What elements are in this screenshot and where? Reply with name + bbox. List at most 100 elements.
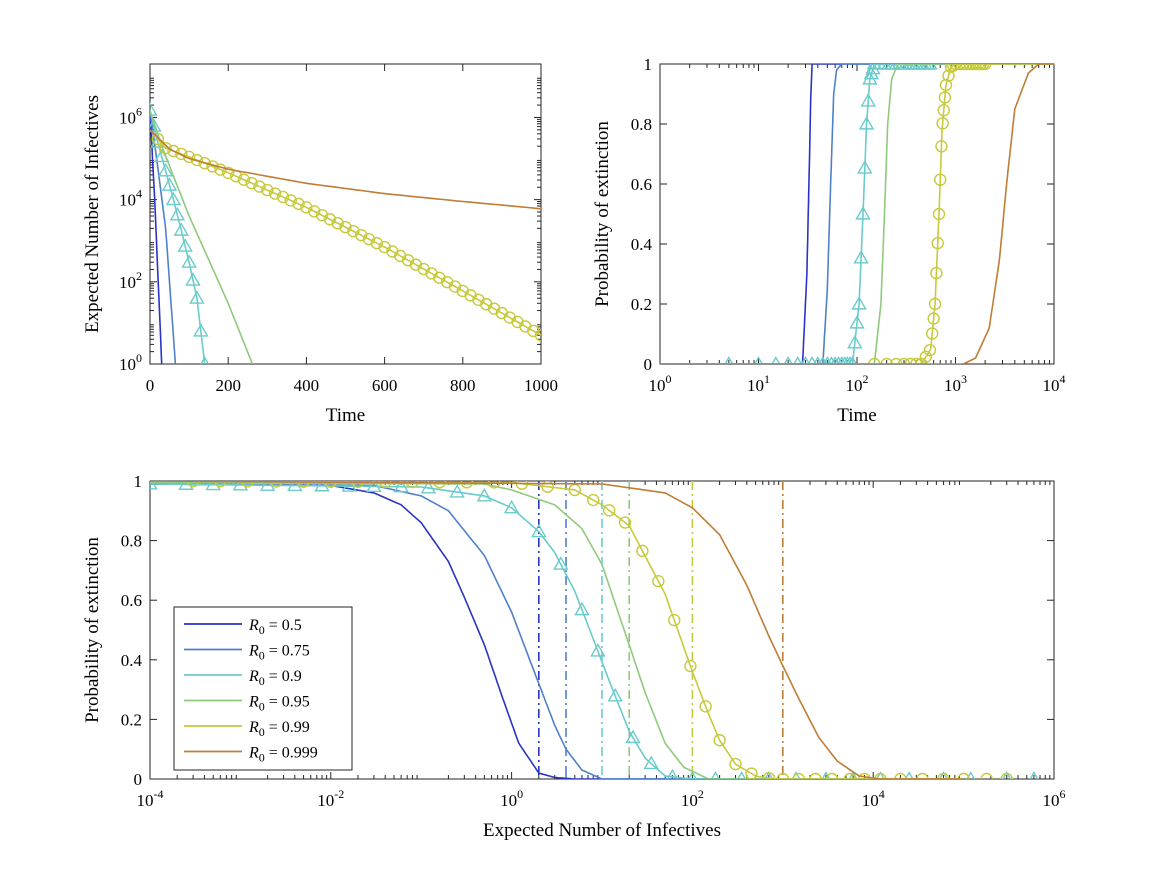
y-tick-label: 104 xyxy=(119,187,142,210)
marker-circle xyxy=(936,117,949,130)
marker-circle xyxy=(684,659,697,673)
marker-circle xyxy=(949,64,962,71)
panel-extinction-vs-infectives: 10-4 10-2 100 102 104 106 0 0.2 0.4 0.6 0.8 1 Expect… xyxy=(82,472,1066,841)
marker-triangle xyxy=(849,315,865,329)
marker-triangle xyxy=(848,771,858,779)
marker-triangle xyxy=(643,755,659,770)
marker-circle xyxy=(167,144,180,158)
marker-triangle xyxy=(855,206,871,220)
marker-triangle xyxy=(847,356,858,364)
legend-label: R0 = 0.75 xyxy=(248,643,310,663)
marker-circle xyxy=(910,357,923,364)
marker-circle xyxy=(957,64,970,71)
marker-circle xyxy=(897,357,911,364)
marker-circle xyxy=(354,228,368,242)
marker-circle xyxy=(858,772,871,779)
marker-triangle xyxy=(287,481,303,492)
marker-triangle xyxy=(193,323,209,337)
marker-triangle xyxy=(783,356,793,364)
legend: R0 = 0.5 R0 = 0.75 R0 = 0.9 R0 = 0.95 R0 = 0… xyxy=(173,606,353,771)
marker-triangle xyxy=(177,238,193,252)
marker-triangle xyxy=(178,481,194,490)
marker-triangle xyxy=(845,356,855,364)
marker-circle xyxy=(221,166,235,179)
marker-triangle xyxy=(737,771,747,779)
marker-triangle xyxy=(341,481,357,492)
marker-circle xyxy=(963,64,977,71)
marker-circle xyxy=(276,190,290,204)
marker-circle xyxy=(825,772,839,779)
marker-triangle xyxy=(771,356,781,364)
marker-circle xyxy=(182,150,196,164)
marker-triangle xyxy=(169,207,186,221)
y-tick-label: 1 xyxy=(644,55,653,74)
marker-circle xyxy=(729,757,742,771)
marker-circle xyxy=(245,176,258,190)
marker-circle xyxy=(159,141,172,155)
legend-label: R0 = 0.95 xyxy=(248,694,310,714)
marker-circle xyxy=(923,344,937,357)
x-tick-label: 400 xyxy=(294,376,320,395)
series-line-R0-0-999 xyxy=(660,64,1054,364)
x-tick-label: 102 xyxy=(681,787,704,810)
marker-triangle xyxy=(259,481,276,491)
series-line-R0-0-5 xyxy=(150,483,964,779)
marker-circle xyxy=(762,771,775,779)
marker-triangle xyxy=(865,64,881,75)
legend-box xyxy=(173,606,353,771)
marker-circle xyxy=(541,481,554,493)
y-axis-label: Probability of extinction xyxy=(592,121,613,307)
marker-triangle xyxy=(476,487,493,502)
x-tick-label: 100 xyxy=(649,372,672,395)
marker-circle xyxy=(618,516,632,529)
marker-triangle xyxy=(205,481,221,491)
x-tick-label: 800 xyxy=(450,376,476,395)
marker-triangle xyxy=(793,356,803,364)
marker-triangle xyxy=(904,771,914,779)
marker-triangle xyxy=(1002,771,1012,779)
marker-circle xyxy=(904,357,917,364)
marker-triangle xyxy=(851,296,867,310)
x-tick-label: 1000 xyxy=(524,376,558,395)
marker-circle xyxy=(939,78,953,92)
series-line-R0-0-95 xyxy=(150,481,964,779)
legend-label: R0 = 0.9 xyxy=(248,668,302,688)
marker-circle xyxy=(868,357,881,364)
marker-circle xyxy=(880,357,893,364)
marker-circle xyxy=(931,236,944,250)
marker-circle xyxy=(253,180,266,193)
marker-triangle xyxy=(181,254,197,268)
marker-triangle xyxy=(842,356,852,364)
marker-circle xyxy=(776,772,789,779)
marker-triangle xyxy=(687,771,697,779)
marker-circle xyxy=(699,700,712,713)
marker-circle xyxy=(932,207,946,221)
marker-triangle xyxy=(157,163,174,177)
legend-item: R0 = 0.99 xyxy=(184,719,310,739)
marker-circle xyxy=(919,350,933,363)
series-line-R0-0-75 xyxy=(150,110,177,364)
series-line-R0-0-75 xyxy=(660,64,1054,364)
marker-circle xyxy=(978,64,992,71)
marker-circle xyxy=(534,329,541,342)
series-line-R0-0-9 xyxy=(150,109,206,364)
marker-circle xyxy=(300,201,313,214)
marker-circle xyxy=(843,772,856,779)
y-tick-label: 0.2 xyxy=(121,710,142,729)
marker-triangle xyxy=(821,771,831,779)
x-tick-label: 10-4 xyxy=(137,787,164,810)
x-tick-label: 10-2 xyxy=(317,787,344,810)
y-tick-label: 100 xyxy=(119,351,142,374)
marker-triangle xyxy=(420,481,437,494)
marker-circle xyxy=(268,187,282,200)
x-axis-label: Expected Number of Infectives xyxy=(483,820,721,841)
marker-triangle xyxy=(818,356,828,364)
marker-circle xyxy=(937,772,950,779)
marker-circle xyxy=(370,236,383,250)
marker-triangle xyxy=(840,356,850,364)
panel-extinction-vs-time: 100 101 102 103 104 0 0.2 0.4 0.6 0.8 1 Time Probabi… xyxy=(592,55,1066,426)
panel-expected-infectives-vs-time: 0 200 400 600 800 1000 100 102 104 106 Time Expecte… xyxy=(82,63,558,426)
legend-label: R0 = 0.5 xyxy=(248,617,302,637)
y-tick-label: 102 xyxy=(119,269,142,292)
y-tick-label: 0.8 xyxy=(631,115,652,134)
